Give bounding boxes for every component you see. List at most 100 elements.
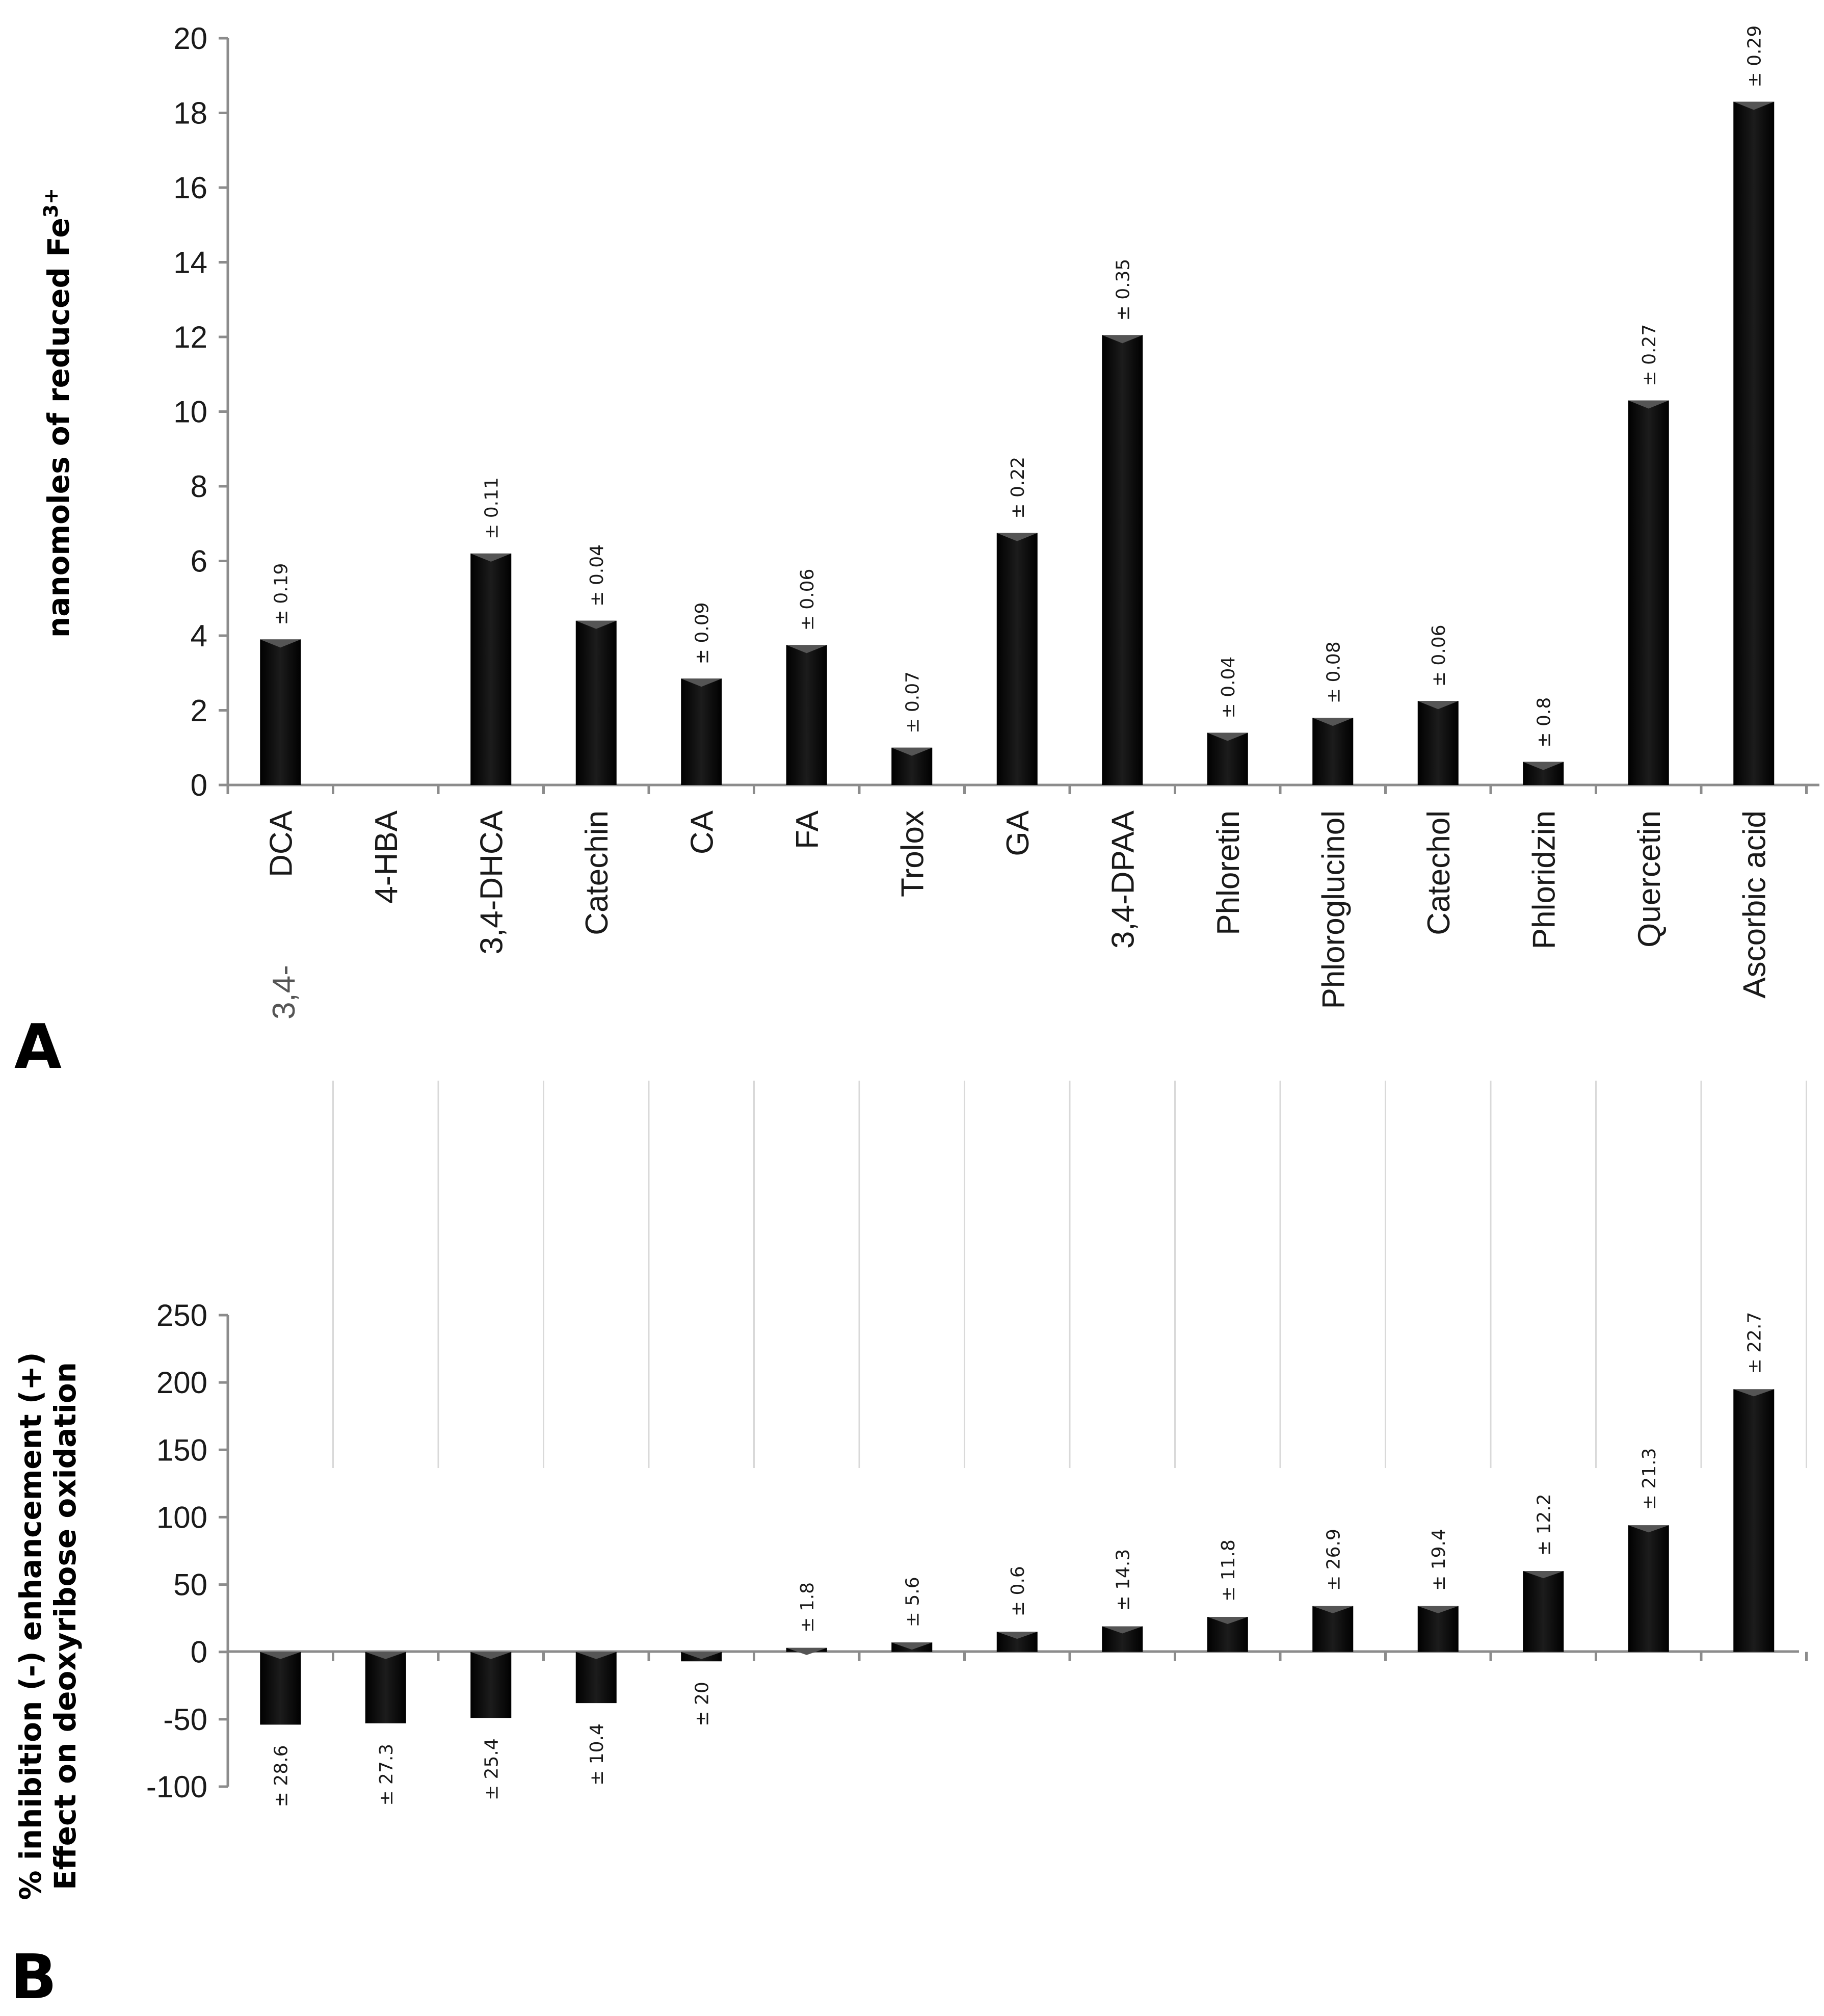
panel-b-tick-label: -100 <box>146 1770 207 1804</box>
panel-a-error-label: ± 0.22 <box>1008 457 1028 519</box>
panel-b-bar-cap <box>1523 1571 1564 1579</box>
panel-b-tick-label: -50 <box>163 1703 207 1737</box>
panel-b-error-label: ± 22.7 <box>1744 1312 1765 1374</box>
panel-a-error-label: ± 0.29 <box>1744 25 1765 88</box>
panel-b-bar-cap <box>1417 1606 1459 1613</box>
panel-a-error-label: ± 0.35 <box>1113 259 1133 321</box>
panel-a-bar <box>575 620 617 785</box>
panel-a-bar-cap <box>1628 400 1669 409</box>
panel-a-tick-label: 8 <box>191 469 207 504</box>
panel-a-bar-cap <box>1312 718 1354 726</box>
panel-b-bars <box>260 1389 1775 1725</box>
panel-a-category-label: Ascorbic acid <box>1737 810 1772 999</box>
panel-b-error-label: ± 12.2 <box>1534 1494 1554 1556</box>
panel-b-error-label: ± 27.3 <box>376 1744 397 1806</box>
panel-a-bar <box>260 639 301 785</box>
panel-b-bar-cap <box>575 1652 617 1659</box>
panel-b-bar-cap <box>470 1652 512 1659</box>
panel-a-error-labels: ± 0.19 ± 0.11 ± 0.04 ± 0.09 ± 0.06 ± 0.07 ± 0.… <box>271 25 1765 748</box>
panel-b-label: B <box>10 1942 57 2013</box>
panel-a-tick-label: 10 <box>173 395 207 429</box>
panel-a-error-label: ± 0.06 <box>797 569 818 631</box>
panel-b-bar <box>470 1652 512 1718</box>
panel-a-error-label: ± 0.08 <box>1323 641 1344 703</box>
panel-a-label: A <box>14 1012 62 1083</box>
panel-b-error-label: ± 20 <box>692 1682 712 1726</box>
panel-a-category-label: FA <box>790 810 825 849</box>
panel-a-bar <box>1207 732 1248 785</box>
panel-a-bar-cap <box>1417 701 1459 710</box>
panel-b-bar <box>1417 1606 1459 1652</box>
panel-b-gridlines <box>332 1081 1807 1468</box>
panel-b-error-label: ± 0.6 <box>1008 1566 1028 1616</box>
panel-a-bar-cap <box>786 645 827 653</box>
panel-a-tick-label: 20 <box>173 21 207 56</box>
panel-b-error-label: ± 1.8 <box>797 1582 818 1633</box>
panel-a-category-label: Trolox <box>895 810 930 897</box>
panel-a-bar-cap <box>1733 101 1775 110</box>
panel-b-bar <box>260 1652 301 1725</box>
panel-b-error-label: ± 10.4 <box>587 1723 607 1786</box>
panel-a-bar-cap <box>891 747 933 756</box>
panel-a-tick-label: 16 <box>173 171 207 205</box>
panel-b-error-label: ± 28.6 <box>271 1745 292 1807</box>
panel-b-bar-cap <box>365 1652 406 1659</box>
panel-a-ticks: 0 2 4 6 8 10 12 14 16 18 20 <box>173 21 1808 802</box>
panel-a-category-label: DCA <box>263 810 299 877</box>
panel-a-bar-cap <box>681 678 722 687</box>
panel-b-error-label: ± 5.6 <box>902 1577 923 1627</box>
panel-a-tick-label: 0 <box>191 768 207 802</box>
panel-a-bar-cap <box>260 639 301 648</box>
panel-b-bar-cap <box>1207 1617 1248 1624</box>
panel-b-error-label: ± 25.4 <box>481 1738 502 1800</box>
panel-b-tick-label: 200 <box>156 1366 207 1400</box>
panel-b-y-label-line1: % inhibition (-) enhancement (+) <box>13 1352 48 1900</box>
panel-a-bar-cap <box>470 553 512 562</box>
panel-b-ticks: -100 -50 0 50 100 150 200 250 <box>146 1298 1808 1804</box>
panel-b-tick-label: 50 <box>173 1568 207 1602</box>
panel-a-error-label: ± 0.27 <box>1639 324 1660 386</box>
panel-b-error-label: ± 14.3 <box>1113 1549 1133 1611</box>
panel-a-error-label: ± 0.11 <box>481 477 502 539</box>
panel-b-bar-cap <box>1733 1389 1775 1397</box>
panel-b-bar <box>1733 1389 1775 1652</box>
panel-a-bar-cap <box>996 533 1038 541</box>
panel-b-error-label: ± 19.4 <box>1429 1529 1449 1591</box>
panel-b-bar-cap <box>891 1642 933 1650</box>
panel-a-category-label: CA <box>684 810 720 854</box>
panel-a-bar-cap <box>1523 762 1564 770</box>
panel-a-error-label: ± 0.8 <box>1534 697 1554 748</box>
panel-b-bar <box>1312 1606 1354 1652</box>
panel-b-bar-cap <box>1312 1606 1354 1613</box>
panel-a-tick-label: 2 <box>191 694 207 728</box>
panel-a-category-label: 4-HBA <box>369 810 404 903</box>
panel-b-bar-cap <box>260 1652 301 1659</box>
panel-a-bar-cap <box>1207 732 1248 741</box>
panel-b-bar <box>1523 1571 1564 1652</box>
panel-a-bar <box>786 645 827 785</box>
panel-b-bar-cap <box>1102 1626 1143 1634</box>
panel-a-tick-label: 18 <box>173 96 207 130</box>
panel-b-bar <box>1628 1525 1669 1652</box>
panel-a-category-label: Catechol <box>1421 810 1457 935</box>
panel-a-error-label: ± 0.07 <box>902 671 923 734</box>
panel-a-tick-label: 12 <box>173 320 207 354</box>
panel-a-error-label: ± 0.09 <box>692 602 712 664</box>
panel-b-bar-cap <box>996 1632 1038 1639</box>
panel-a-category-label: Catechin <box>579 810 615 935</box>
panel-b-tick-label: 0 <box>191 1635 207 1669</box>
panel-b-bar <box>365 1652 406 1723</box>
panel-b-bar <box>575 1652 617 1704</box>
panel-a-error-label: ± 0.04 <box>1218 657 1239 719</box>
panel-a-error-label: ± 0.06 <box>1429 624 1449 687</box>
panel-a-prefix-label: 3,4- <box>267 965 302 1019</box>
panel-b-bar-cap <box>786 1647 827 1655</box>
panel-a-tick-label: 6 <box>191 544 207 579</box>
panel-a-y-label: nanomoles of reduced Fe3+ <box>40 188 76 638</box>
panel-b-error-label: ± 26.9 <box>1323 1529 1344 1591</box>
panel-a-category-label: Phloretin <box>1211 810 1246 935</box>
panel-b-bar-cap <box>681 1652 722 1659</box>
panel-a-category-label: 3,4-DPAA <box>1105 810 1141 949</box>
panel-b-tick-label: 250 <box>156 1298 207 1332</box>
